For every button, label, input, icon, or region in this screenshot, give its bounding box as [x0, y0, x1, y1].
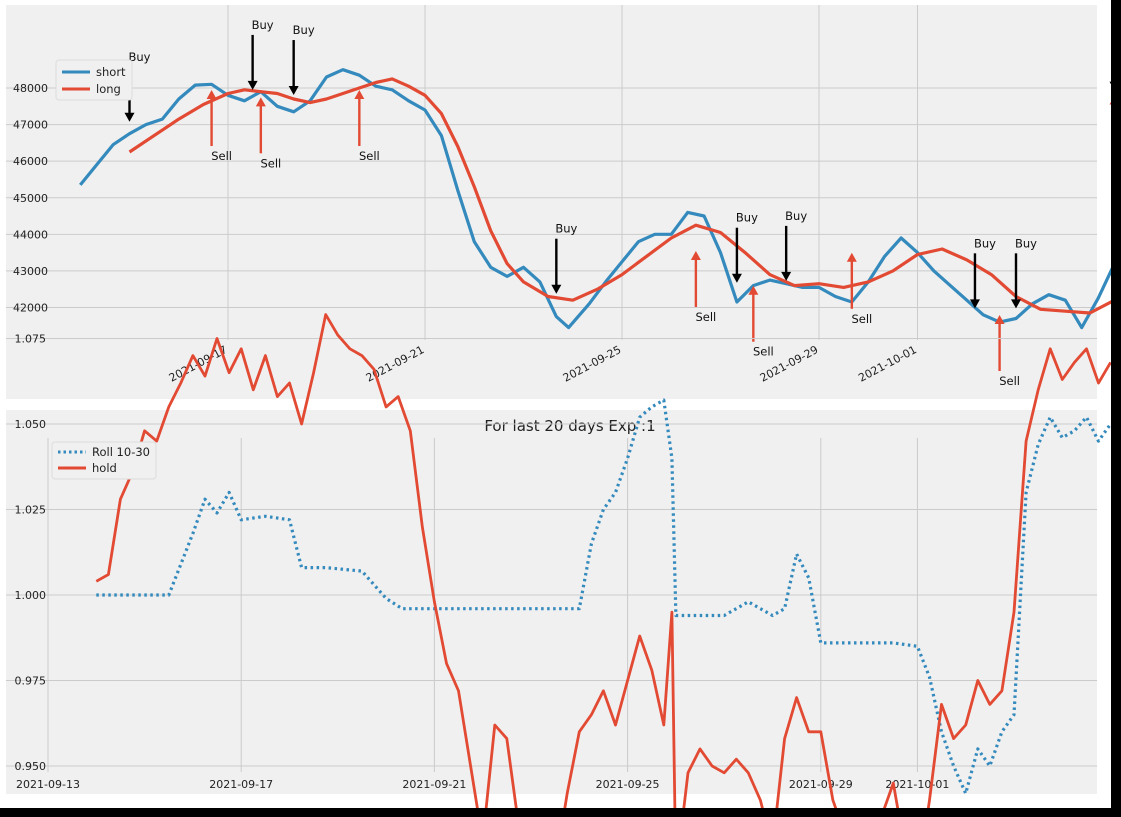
bottom-x-tick-label: 2021-09-17 — [209, 778, 273, 791]
bottom-y-tick-label: 1.000 — [15, 589, 47, 602]
sell-arrow-head — [748, 285, 759, 295]
series-hold-line — [95, 313, 1112, 817]
bottom-y-tick-label: 1.050 — [15, 418, 47, 431]
buy-label: Buy — [555, 222, 577, 236]
top-y-tick-label: 47000 — [13, 119, 48, 132]
bottom-x-tick-label: 2021-09-25 — [596, 778, 660, 791]
bottom-chart: For last 20 days Exp :1 0.9000.9250.9500… — [6, 313, 1112, 817]
bottom-plot-background — [6, 410, 1097, 794]
sell-annotation: Sell — [748, 285, 774, 359]
sell-annotation: Sell — [846, 252, 872, 326]
buy-label: Buy — [736, 211, 758, 225]
top-y-tick-label: 44000 — [13, 228, 48, 241]
top-legend: short long — [55, 59, 133, 101]
top-series-group — [79, 68, 1121, 330]
bottom-x-tick-label: 2021-09-13 — [16, 778, 80, 791]
sell-arrow-head — [994, 314, 1005, 324]
sell-label: Sell — [695, 310, 716, 324]
buy-arrow-head — [1011, 299, 1021, 309]
sell-arrow-head — [846, 252, 857, 262]
bottom-grid — [6, 338, 1097, 772]
top-legend-label-long: long — [96, 82, 121, 96]
top-y-tick-label: 42000 — [13, 302, 48, 315]
top-grid — [6, 5, 1097, 340]
bottom-y-tick-label: 0.975 — [15, 675, 47, 688]
bottom-x-tick-label: 2021-10-01 — [885, 778, 949, 791]
top-plot-background — [6, 5, 1097, 399]
bottom-legend-label-hold: hold — [92, 461, 117, 475]
buy-annotation: Buy — [551, 222, 578, 294]
bottom-y-tick-label: 0.950 — [15, 760, 47, 773]
top-y-axis: 42000 43000 44000 45000 46000 47000 48000 — [13, 82, 48, 315]
buy-arrow-head — [969, 299, 980, 309]
sell-label: Sell — [359, 149, 380, 163]
sell-arrow-head — [354, 90, 365, 99]
buy-arrow-head — [551, 284, 562, 294]
series-long-line — [128, 77, 1116, 315]
buy-arrow-head — [247, 80, 258, 90]
sell-label: Sell — [211, 149, 232, 163]
buy-annotation: Buy — [288, 23, 315, 96]
bottom-chart-title: For last 20 days Exp :1 — [484, 417, 655, 435]
bottom-legend: Roll 10-30 hold — [51, 441, 157, 480]
top-y-tick-label: 45000 — [13, 192, 48, 205]
sell-annotation: Sell — [690, 250, 716, 324]
buy-arrow-head — [124, 112, 135, 122]
sell-annotation: Sell — [354, 90, 380, 163]
sell-label: Sell — [851, 312, 872, 326]
buy-annotation: Buy — [1011, 236, 1037, 309]
buy-label: Buy — [974, 236, 996, 250]
top-y-tick-label: 43000 — [13, 265, 48, 278]
sell-arrow-head — [690, 250, 701, 260]
bottom-legend-box — [51, 441, 157, 480]
bottom-y-tick-label: 1.075 — [15, 333, 47, 346]
sell-label: Sell — [999, 374, 1020, 388]
buy-label: Buy — [129, 50, 151, 64]
series-short-line — [79, 68, 1121, 330]
bottom-y-tick-label: 1.025 — [15, 504, 47, 517]
sell-label: Sell — [753, 345, 774, 359]
buy-arrow-head — [731, 273, 742, 283]
sell-arrow-head — [255, 97, 266, 107]
sell-annotation: Sell — [206, 90, 232, 163]
buy-arrow-head — [288, 86, 299, 96]
bottom-legend-label-roll: Roll 10-30 — [92, 445, 150, 459]
buy-annotation: Buy — [247, 18, 274, 90]
frame-bottom-border — [0, 808, 1121, 817]
bottom-x-axis: 2021-09-13 2021-09-17 2021-09-21 2021-09-25… — [16, 778, 949, 791]
sell-arrow-head — [206, 90, 217, 99]
frame-right-border — [1111, 0, 1121, 817]
buy-annotation: Buy — [781, 209, 807, 281]
buy-label: Buy — [1015, 236, 1037, 250]
bottom-x-tick-label: 2021-09-29 — [789, 778, 853, 791]
sell-annotation: Sell — [994, 314, 1020, 388]
buy-label: Buy — [252, 18, 274, 32]
buy-label: Buy — [293, 23, 315, 37]
buy-annotation: Buy — [731, 211, 758, 283]
sell-annotation: Sell — [255, 97, 281, 170]
buy-label: Buy — [785, 209, 807, 223]
bottom-x-tick-label: 2021-09-21 — [402, 778, 466, 791]
top-y-tick-label: 48000 — [13, 82, 48, 95]
sell-label: Sell — [260, 156, 281, 170]
buy-annotation: Buy — [969, 236, 996, 309]
bottom-series-group — [95, 313, 1112, 817]
top-legend-label-short: short — [96, 65, 126, 79]
top-y-tick-label: 46000 — [13, 155, 48, 168]
series-roll-10-30-line — [96, 398, 1112, 795]
buy-arrow-head — [781, 271, 792, 281]
